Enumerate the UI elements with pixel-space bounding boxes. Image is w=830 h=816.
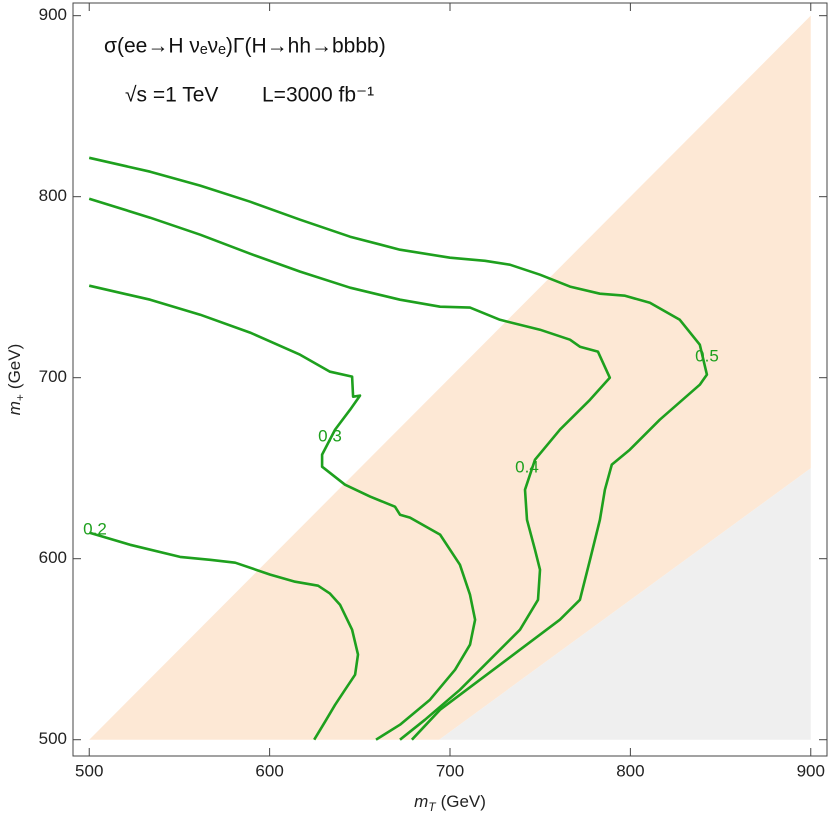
annotation: σ(ee→H νₑνₑ)Γ(H→hh→bbbb) <box>104 35 386 58</box>
y-axis-label: m+ (GeV) <box>5 344 27 416</box>
y-label-sub: + <box>13 394 27 401</box>
x-tick-label: 900 <box>797 761 825 780</box>
y-tick-label: 600 <box>39 548 67 567</box>
contour-label: 0.5 <box>695 346 719 365</box>
y-tick-label: 700 <box>39 367 67 386</box>
x-label-symbol: m <box>414 792 428 811</box>
contour-label: 0.2 <box>83 519 107 538</box>
region <box>439 468 811 740</box>
x-tick-label: 800 <box>616 761 644 780</box>
contour-line <box>88 197 612 741</box>
annotation: √s =1 TeV <box>125 84 218 107</box>
x-label-sub: T <box>428 800 437 814</box>
x-tick-label: 500 <box>75 761 103 780</box>
y-tick-label: 500 <box>39 729 67 748</box>
x-axis-label: mT (GeV) <box>414 792 486 814</box>
region <box>89 15 811 740</box>
annotation: L=3000 fb⁻¹ <box>262 84 374 107</box>
y-tick-label: 800 <box>39 186 67 205</box>
x-label-unit: (GeV) <box>441 792 486 811</box>
contour-line <box>88 284 477 741</box>
y-label-symbol: m <box>5 401 24 415</box>
contour-line <box>88 531 360 741</box>
y-label-unit: (GeV) <box>5 344 24 389</box>
x-tick-label: 700 <box>436 761 464 780</box>
contour-line <box>88 156 709 741</box>
contour-label: 0.4 <box>515 457 539 476</box>
y-tick-label: 900 <box>39 5 67 24</box>
x-tick-label: 600 <box>255 761 283 780</box>
contour-label: 0.3 <box>318 426 342 445</box>
